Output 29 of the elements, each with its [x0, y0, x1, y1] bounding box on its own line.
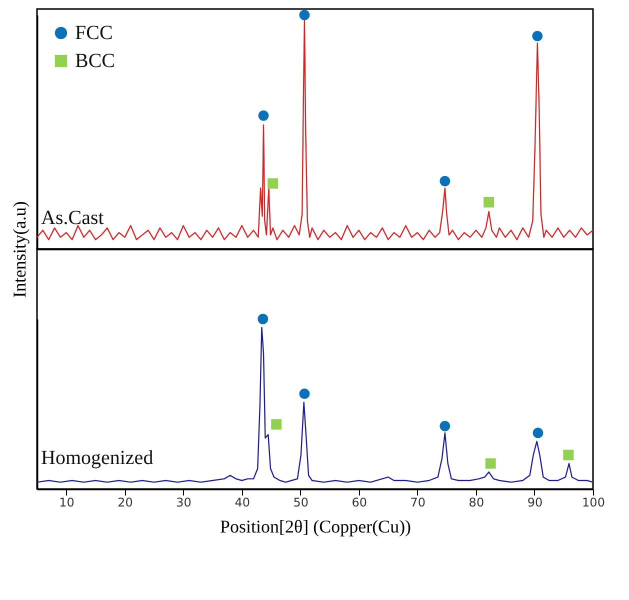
point [271, 419, 282, 430]
point [299, 388, 310, 400]
x-tick-label: 100 [582, 496, 605, 510]
point [485, 458, 496, 469]
point [484, 196, 494, 208]
point [258, 110, 269, 121]
y-axis-title: Intensity(a.u) [10, 201, 30, 298]
annotation: As.Cast [41, 206, 104, 229]
point [299, 10, 310, 20]
legend-label: BCC [75, 50, 116, 72]
x-tick-label: 90 [527, 496, 543, 510]
x-tick-label: 60 [352, 496, 368, 510]
point [563, 450, 574, 460]
x-tick-label: 50 [293, 496, 309, 510]
x-tick-label: 70 [410, 496, 426, 510]
point [532, 30, 543, 42]
annotation: Homogenized [41, 446, 154, 469]
x-tick-label: 20 [118, 496, 133, 510]
x-tick-label: 80 [468, 496, 484, 510]
point [440, 420, 450, 432]
point [440, 176, 450, 186]
point [258, 314, 268, 324]
legend-label: FCC [75, 22, 113, 44]
x-axis-title: Position[2θ] (Copper(Cu)) [220, 516, 412, 536]
point [532, 428, 544, 438]
point [268, 178, 278, 189]
x-tick-label: 40 [234, 496, 250, 510]
x-tick-label: 30 [176, 496, 192, 510]
x-tick-label: 10 [59, 496, 74, 510]
